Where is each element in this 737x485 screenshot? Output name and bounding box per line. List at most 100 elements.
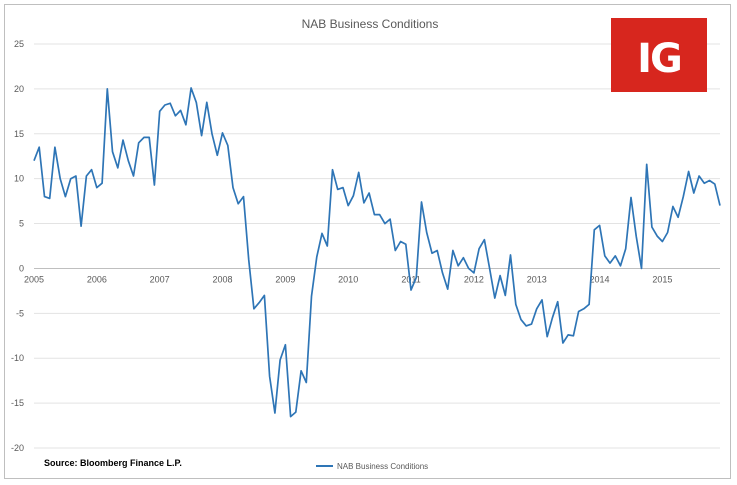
data-point [536,308,538,310]
data-point [305,381,307,383]
data-point [200,134,202,136]
y-tick-label: 5 [19,219,24,229]
data-point [263,294,265,296]
chart-title: NAB Business Conditions [302,17,439,31]
data-point [635,235,637,237]
data-point [122,139,124,141]
data-point [211,133,213,135]
data-point [452,249,454,251]
data-point [143,136,145,138]
data-point [504,294,506,296]
data-point [604,255,606,257]
data-point [38,146,40,148]
y-tick-label: 25 [14,39,24,49]
data-point [520,318,522,320]
data-point [227,144,229,146]
data-point [248,258,250,260]
data-point [672,205,674,207]
data-point [588,303,590,305]
x-tick-label: 2012 [464,274,484,284]
data-point [619,265,621,267]
data-point [630,196,632,198]
data-point [274,412,276,414]
data-point [169,102,171,104]
x-tick-label: 2009 [275,274,295,284]
data-point [64,195,66,197]
data-point [347,204,349,206]
data-point [556,300,558,302]
data-point [389,218,391,220]
data-point [295,411,297,413]
data-point [609,262,611,264]
data-point [342,186,344,188]
legend: NAB Business Conditions [316,462,428,471]
data-point [598,224,600,226]
data-point [284,344,286,346]
data-point [80,225,82,227]
data-point [331,168,333,170]
data-point [216,154,218,156]
data-point [693,192,695,194]
data-point [567,334,569,336]
data-point [352,195,354,197]
logo-background [611,18,707,92]
legend-label: NAB Business Conditions [337,462,428,471]
data-point [703,182,705,184]
x-tick-label: 2007 [150,274,170,284]
data-point [326,245,328,247]
data-point [373,213,375,215]
data-point [232,186,234,188]
data-point [69,177,71,179]
data-point [677,216,679,218]
series-points [33,87,721,418]
data-point [321,232,323,234]
x-tick-label: 2013 [527,274,547,284]
data-point [399,240,401,242]
data-point [577,310,579,312]
data-point [708,179,710,181]
y-tick-label: -5 [16,308,24,318]
data-point [174,115,176,117]
data-point [164,104,166,106]
data-point [698,175,700,177]
data-point [117,167,119,169]
data-point [195,101,197,103]
data-point [96,186,98,188]
data-point [572,335,574,337]
data-point [153,184,155,186]
data-point [300,370,302,372]
data-point [661,240,663,242]
data-point [410,289,412,291]
data-point [310,295,312,297]
data-point [289,415,291,417]
data-point [138,142,140,144]
source-label: Source: Bloomberg Finance L.P. [44,458,182,468]
data-point [206,101,208,103]
data-point [357,171,359,173]
data-point [494,297,496,299]
data-point [384,222,386,224]
data-point [714,183,716,185]
data-point [562,342,564,344]
y-tick-label: -10 [11,353,24,363]
y-tick-label: 10 [14,174,24,184]
data-point [551,317,553,319]
x-tick-label: 2008 [213,274,233,284]
data-point [148,136,150,138]
data-point [253,308,255,310]
data-point [499,274,501,276]
data-point [651,226,653,228]
data-point [368,192,370,194]
data-point [75,175,77,177]
data-point [127,160,129,162]
data-point [614,255,616,257]
data-point [583,308,585,310]
data-point [420,201,422,203]
y-tick-label: -15 [11,398,24,408]
x-tick-label: 2015 [652,274,672,284]
y-axis-tick-labels: 25 20 15 10 5 0 -5 -10 -15 -20 [11,39,24,453]
data-point [268,375,270,377]
data-point [541,299,543,301]
data-point [101,182,103,184]
